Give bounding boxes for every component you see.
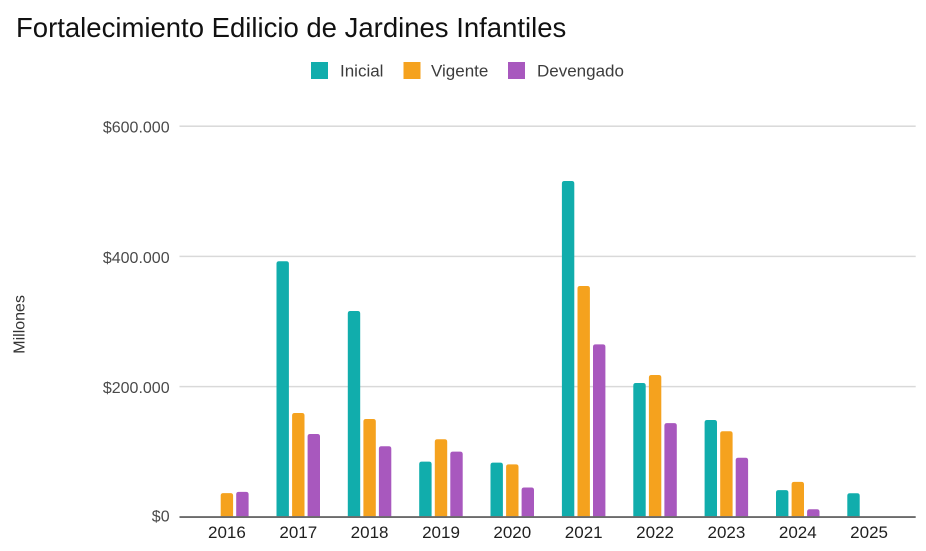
svg-text:2020: 2020 — [493, 523, 531, 542]
svg-text:$600.000: $600.000 — [103, 120, 170, 137]
svg-text:2024: 2024 — [779, 523, 817, 542]
svg-text:Fortalecimiento Edilicio de Ja: Fortalecimiento Edilicio de Jardines Inf… — [16, 12, 566, 43]
svg-text:2019: 2019 — [422, 523, 460, 542]
svg-text:$400.000: $400.000 — [103, 250, 170, 267]
svg-text:Devengado: Devengado — [537, 61, 624, 80]
svg-text:2018: 2018 — [351, 523, 389, 542]
svg-text:Vigente: Vigente — [431, 61, 488, 80]
svg-text:$200.000: $200.000 — [103, 380, 170, 397]
svg-text:2023: 2023 — [707, 523, 745, 542]
svg-text:2016: 2016 — [208, 523, 246, 542]
svg-text:Millones: Millones — [12, 295, 29, 354]
svg-text:Inicial: Inicial — [340, 61, 383, 80]
svg-text:$0: $0 — [152, 509, 170, 526]
svg-text:2021: 2021 — [565, 523, 603, 542]
svg-text:2022: 2022 — [636, 523, 674, 542]
svg-text:2025: 2025 — [850, 523, 888, 542]
svg-text:2017: 2017 — [279, 523, 317, 542]
